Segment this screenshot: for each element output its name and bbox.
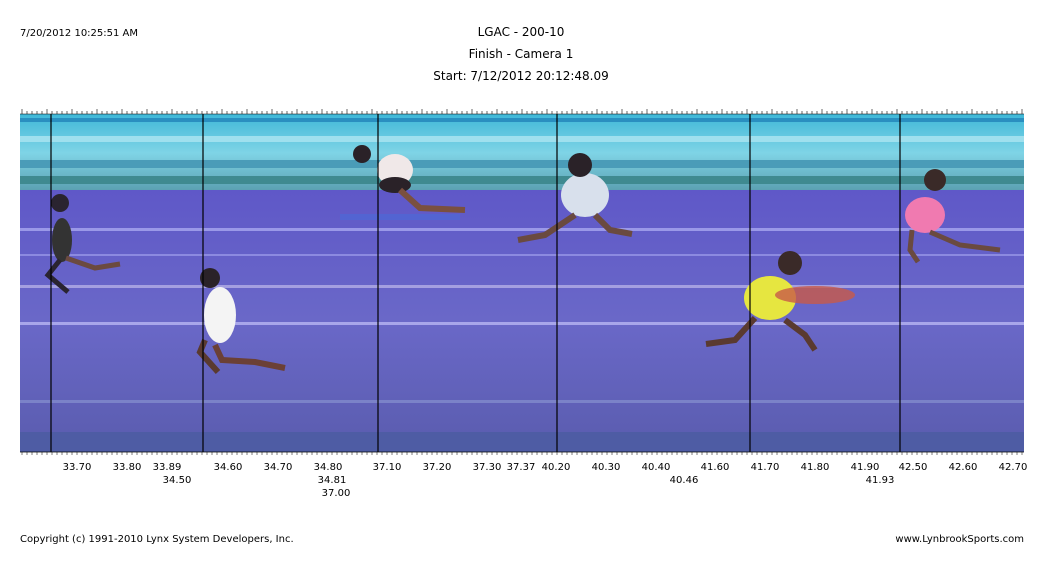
- runner: [905, 169, 1001, 264]
- time-label: 42.50: [899, 462, 928, 473]
- time-label: 42.60: [949, 462, 978, 473]
- time-label: 37.00: [322, 488, 351, 499]
- time-label: 34.60: [214, 462, 243, 473]
- title: LGAC - 200-10: [477, 25, 565, 39]
- copyright: Copyright (c) 1991-2010 Lynx System Deve…: [20, 534, 294, 545]
- time-label: 37.20: [423, 462, 452, 473]
- website: www.LynbrookSports.com: [895, 534, 1024, 545]
- time-label: 37.30: [473, 462, 502, 473]
- time-label: 40.40: [642, 462, 671, 473]
- time-label: 37.37: [507, 462, 536, 473]
- runner: [705, 251, 855, 352]
- timestamp: 7/20/2012 10:25:51 AM: [20, 28, 139, 39]
- time-label: 34.80: [314, 462, 343, 473]
- time-label: 41.93: [866, 475, 895, 486]
- runner: [517, 153, 633, 243]
- time-label: 33.89: [153, 462, 182, 473]
- time-label: 37.10: [373, 462, 402, 473]
- time-label: 41.70: [751, 462, 780, 473]
- runner: [44, 194, 121, 294]
- time-label: 40.20: [542, 462, 571, 473]
- image: [20, 114, 1024, 452]
- time-lines: [50, 114, 901, 452]
- time-label: 34.70: [264, 462, 293, 473]
- time-label: 33.80: [113, 462, 142, 473]
- time-label: 33.70: [63, 462, 92, 473]
- time-labels: 33.70 33.80 33.89 34.60 34.70 34.80 37.10 37.20…: [63, 462, 1028, 499]
- start-time: Start: 7/12/2012 20:12:48.09: [433, 69, 609, 83]
- time-label: 40.30: [592, 462, 621, 473]
- time-label: 42.70: [999, 462, 1028, 473]
- ruler: [20, 109, 1024, 455]
- time-label: 41.60: [701, 462, 730, 473]
- subtitle: Finish - Camera 1: [468, 47, 574, 61]
- time-label: 34.81: [318, 475, 347, 486]
- time-label: 40.46: [670, 475, 699, 486]
- time-label: 41.90: [851, 462, 880, 473]
- time-label: 41.80: [801, 462, 830, 473]
- time-label: 34.50: [163, 475, 192, 486]
- runner: [340, 145, 466, 220]
